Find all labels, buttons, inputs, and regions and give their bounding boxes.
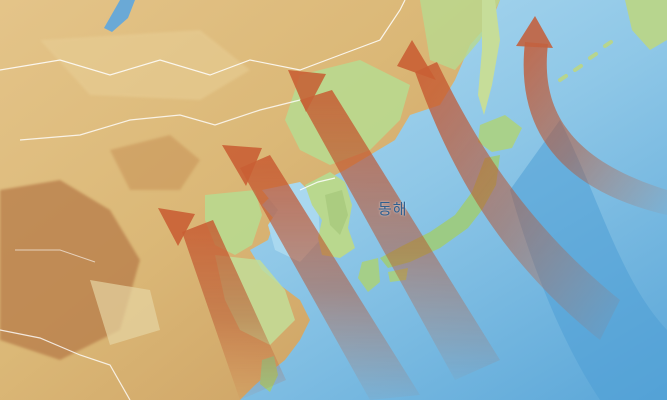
- sea-label-east-sea: 동해: [378, 198, 408, 219]
